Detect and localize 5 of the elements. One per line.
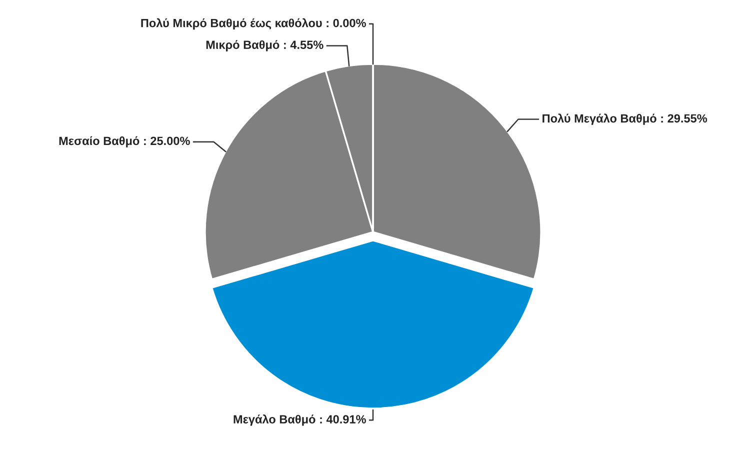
slice-label: Μεσαίο Βαθμό : 25.00% <box>59 136 190 148</box>
category-label: Πολύ Μικρό Βαθμό έως καθόλου : 0.00% <box>141 18 366 30</box>
slice-label: Μικρό Βαθμό : 4.55% <box>206 40 324 52</box>
slice-label: Μεγάλο Βαθμό : 40.91% <box>234 414 366 426</box>
slice-label: Πολύ Μεγάλο Βαθμό : 29.55% <box>542 114 708 125</box>
